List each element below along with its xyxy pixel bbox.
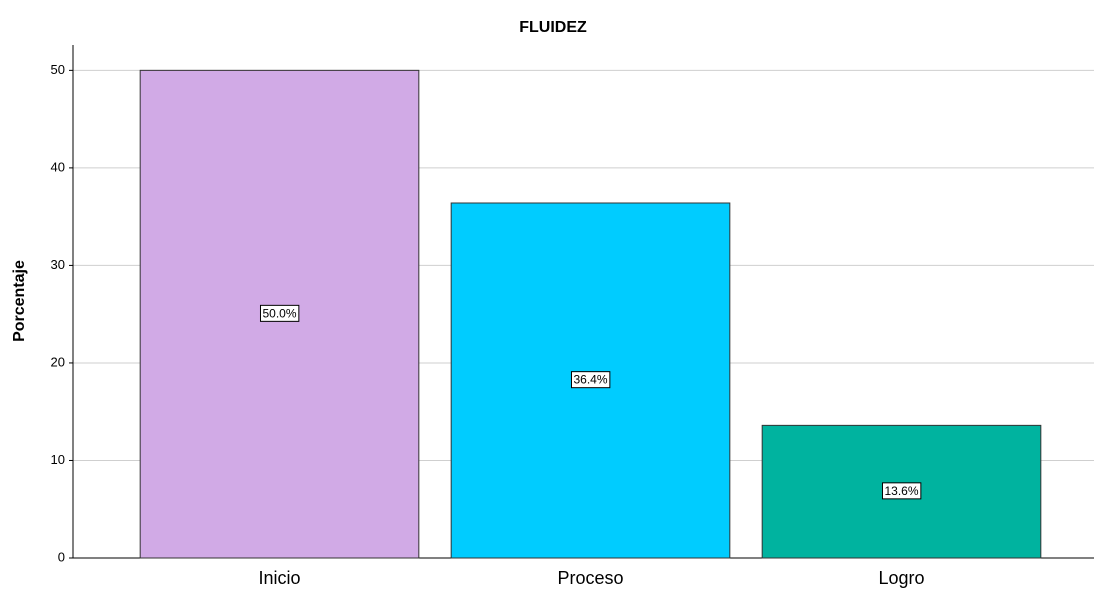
data-label-box (570, 371, 611, 389)
x-tick-label: Inicio (258, 568, 300, 588)
y-tick-label: 0 (58, 549, 65, 564)
y-tick-label: 30 (51, 257, 65, 272)
y-tick-label: 10 (51, 452, 65, 467)
data-label: 36.4% (573, 373, 607, 387)
data-label-box (259, 304, 300, 322)
x-tick-label: Proceso (557, 568, 623, 588)
y-axis-label: Porcentaje (11, 260, 28, 342)
x-tick-label: Logro (878, 568, 924, 588)
chart-title: FLUIDEZ (519, 19, 587, 36)
y-tick-label: 40 (51, 159, 65, 174)
data-label: 13.6% (884, 484, 918, 498)
y-tick-label: 20 (51, 354, 65, 369)
data-label: 50.0% (262, 306, 296, 320)
y-tick-label: 50 (51, 62, 65, 77)
data-label-box (881, 482, 922, 500)
